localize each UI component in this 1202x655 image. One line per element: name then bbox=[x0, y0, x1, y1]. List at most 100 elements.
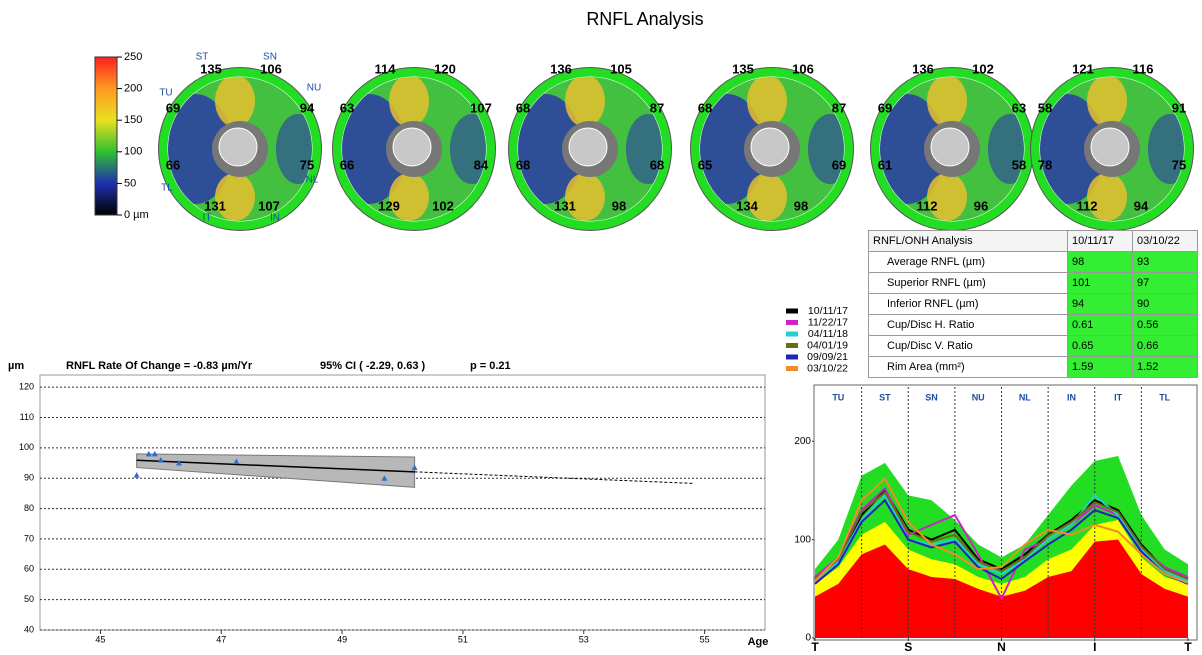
legend-label: 04/01/19 bbox=[807, 339, 848, 351]
cup bbox=[219, 128, 257, 166]
sector-value: 135 bbox=[732, 61, 754, 76]
heat-superior bbox=[927, 75, 967, 127]
sector-value: 75 bbox=[1172, 157, 1186, 172]
trend-frame bbox=[40, 375, 765, 630]
x-tick-label: 45 bbox=[95, 634, 105, 644]
x-tick-label: S bbox=[904, 640, 912, 654]
sector-value: 116 bbox=[1133, 61, 1154, 76]
thickness-map: 1361026963615811296 bbox=[869, 61, 1034, 230]
heat-superior bbox=[747, 75, 787, 127]
sector-value: 87 bbox=[650, 100, 664, 115]
table-cell: 98 bbox=[1068, 252, 1133, 273]
sector-value: 106 bbox=[792, 61, 814, 76]
projection-line bbox=[415, 472, 693, 484]
legend-swatch bbox=[786, 366, 798, 371]
sector-value: 68 bbox=[516, 100, 530, 115]
y-tick-label: 120 bbox=[19, 382, 34, 392]
x-tick-label: 55 bbox=[700, 634, 710, 644]
sector-value: 120 bbox=[434, 61, 456, 76]
colorbar-label: 150 bbox=[124, 114, 142, 126]
heat-inferior bbox=[389, 173, 429, 221]
heat-inferior bbox=[747, 173, 787, 221]
x-tick-label: 51 bbox=[458, 634, 468, 644]
sector-label: SN bbox=[925, 392, 938, 402]
sector-value: 102 bbox=[432, 198, 454, 213]
cup bbox=[393, 128, 431, 166]
legend-label: 04/11/18 bbox=[808, 328, 848, 340]
y-tick-label: 100 bbox=[794, 534, 811, 545]
legend-swatch bbox=[786, 332, 798, 337]
y-tick-label: 100 bbox=[19, 442, 34, 452]
table-cell: Cup/Disc V. Ratio bbox=[869, 336, 1068, 357]
table-cell: 1.59 bbox=[1068, 357, 1133, 378]
sector-label: NU bbox=[972, 392, 985, 402]
colorbar-label: 0 µm bbox=[124, 209, 149, 221]
sector-label: IN bbox=[1067, 392, 1076, 402]
table-cell: 93 bbox=[1133, 252, 1198, 273]
y-tick-label: 110 bbox=[20, 412, 34, 422]
y-tick-label: 60 bbox=[24, 564, 34, 574]
page-title: RNFL Analysis bbox=[586, 9, 703, 29]
sector-label: NL bbox=[306, 175, 319, 186]
data-point bbox=[134, 472, 140, 478]
sector-value: 136 bbox=[912, 61, 934, 76]
sector-value: 94 bbox=[300, 100, 315, 115]
x-tick-label: 49 bbox=[337, 634, 347, 644]
sector-value: 58 bbox=[1038, 100, 1052, 115]
legend-label: 10/11/17 bbox=[808, 305, 848, 317]
colorbar-label: 100 bbox=[124, 146, 142, 158]
table-cell: 10/11/17 bbox=[1068, 231, 1133, 252]
sector-value: 107 bbox=[258, 198, 280, 213]
annotation: 95% CI ( -2.29, 0.63 ) bbox=[320, 360, 425, 372]
heat-superior bbox=[215, 75, 255, 127]
sector-value: 131 bbox=[204, 198, 226, 213]
sector-label: IN bbox=[270, 213, 280, 224]
colorbar-label: 250 bbox=[124, 51, 142, 63]
heat-inferior bbox=[565, 173, 605, 221]
sector-label: TU bbox=[159, 88, 172, 99]
sector-value: 65 bbox=[698, 157, 712, 172]
sector-value: 69 bbox=[832, 157, 846, 172]
legend-swatch bbox=[786, 343, 798, 348]
y-tick-label: 90 bbox=[24, 473, 34, 483]
legend-swatch bbox=[786, 355, 798, 360]
heat-inferior bbox=[927, 173, 967, 221]
sector-value: 102 bbox=[972, 61, 994, 76]
table-cell: 90 bbox=[1133, 294, 1198, 315]
legend-swatch bbox=[786, 320, 798, 325]
table-cell: 0.66 bbox=[1133, 336, 1198, 357]
sector-value: 96 bbox=[974, 198, 988, 213]
sector-value: 106 bbox=[260, 61, 282, 76]
colorbar bbox=[95, 57, 117, 215]
sector-value: 66 bbox=[340, 157, 354, 172]
annotation: p = 0.21 bbox=[470, 360, 511, 372]
cup bbox=[1091, 128, 1129, 166]
sector-value: 112 bbox=[1077, 198, 1098, 213]
sector-value: 131 bbox=[554, 198, 576, 213]
table-cell: 0.56 bbox=[1133, 315, 1198, 336]
sector-value: 66 bbox=[166, 157, 180, 172]
sector-label: TL bbox=[1159, 392, 1170, 402]
sector-value: 98 bbox=[612, 198, 626, 213]
table-cell: Rim Area (mm²) bbox=[869, 357, 1068, 378]
heat-superior bbox=[1087, 75, 1127, 127]
sector-value: 78 bbox=[1038, 157, 1052, 172]
table-cell: Inferior RNFL (µm) bbox=[869, 294, 1068, 315]
sector-value: 61 bbox=[878, 157, 892, 172]
table-cell: 03/10/22 bbox=[1133, 231, 1198, 252]
table-cell: 0.61 bbox=[1068, 315, 1133, 336]
x-tick-label: T bbox=[811, 640, 819, 654]
sector-label: TU bbox=[832, 392, 844, 402]
table-cell: Cup/Disc H. Ratio bbox=[869, 315, 1068, 336]
table-cell: 94 bbox=[1068, 294, 1133, 315]
sector-value: 114 bbox=[375, 61, 397, 76]
x-tick-label: 47 bbox=[216, 634, 226, 644]
thickness-map: 114120631076684129102 bbox=[331, 61, 496, 230]
sector-value: 69 bbox=[878, 100, 892, 115]
sector-value: 68 bbox=[516, 157, 530, 172]
sector-label: IT bbox=[203, 213, 212, 224]
table-cell: Average RNFL (µm) bbox=[869, 252, 1068, 273]
